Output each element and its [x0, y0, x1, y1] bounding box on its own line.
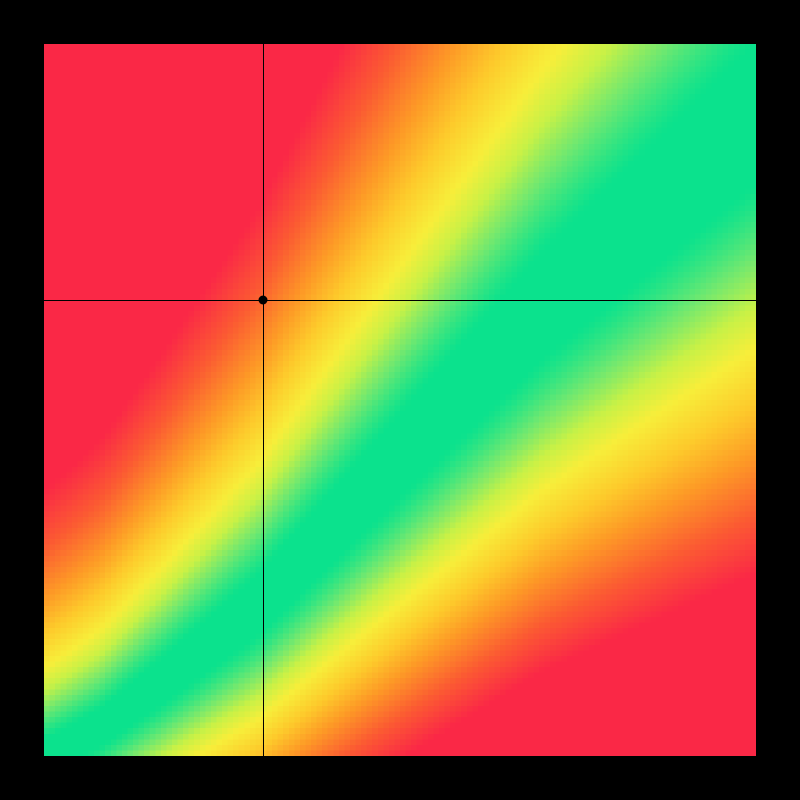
crosshair-marker: [258, 296, 267, 305]
crosshair-vertical: [263, 44, 264, 756]
chart-frame: [0, 0, 800, 800]
crosshair-horizontal: [44, 300, 756, 301]
heatmap-canvas: [44, 44, 756, 756]
